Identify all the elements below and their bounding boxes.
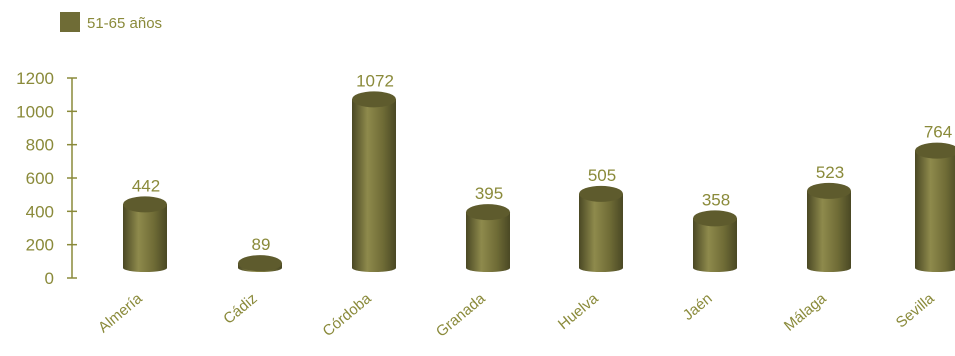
bar-top [579,185,623,202]
y-tick-label: 1200 [16,69,54,88]
bar [915,142,955,272]
bar-body [123,204,167,272]
bar [238,255,282,272]
data-label: 442 [132,176,160,195]
bar [693,210,737,272]
x-tick-label: Cádiz [220,290,260,328]
data-label: 523 [816,163,844,182]
bar [466,204,510,272]
bar-top [807,182,851,199]
data-label: 89 [252,235,271,254]
x-tick-label: Jaén [680,290,716,324]
bar [807,182,851,272]
y-tick-label: 0 [45,269,54,288]
x-tick-label: Huelva [555,290,602,333]
bar-body [693,218,737,272]
data-label: 1072 [356,71,394,90]
bar-body [352,99,396,272]
x-tick-label: Sevilla [893,290,938,332]
x-tick-label: Almería [95,290,146,337]
bar-top [238,255,282,272]
y-tick-label: 600 [26,169,54,188]
legend-label: 51-65 años [87,15,162,32]
bar [352,91,396,272]
y-tick-label: 800 [26,136,54,155]
bar-top [915,142,955,159]
data-label: 764 [924,123,952,142]
bar-top [352,91,396,108]
x-tick-label: Granada [433,290,489,341]
bar [123,196,167,272]
bar-body [579,193,623,272]
bar-top [123,196,167,213]
bar-body [466,212,510,272]
data-label: 358 [702,190,730,209]
x-tick-label: Málaga [781,290,830,335]
y-tick-label: 200 [26,236,54,255]
bar [579,185,623,272]
x-tick-label: Córdoba [320,290,376,340]
y-tick-label: 400 [26,202,54,221]
bar-top [693,210,737,227]
y-axis-ticks: 0 200 400 600 800 1000 1200 [16,69,77,288]
x-axis-labels: Almería Cádiz Córdoba Granada Huelva Jaén Mála… [95,290,938,341]
legend-swatch [60,12,80,32]
bar-body [915,150,955,272]
data-label: 395 [475,184,503,203]
bar-top [466,204,510,221]
data-label: 505 [588,166,616,185]
y-tick-label: 1000 [16,102,54,121]
bars: 442 89 1072 395 505 358 523 764 [123,71,955,272]
bar-body [807,190,851,272]
legend: 51-65 años [60,12,162,32]
